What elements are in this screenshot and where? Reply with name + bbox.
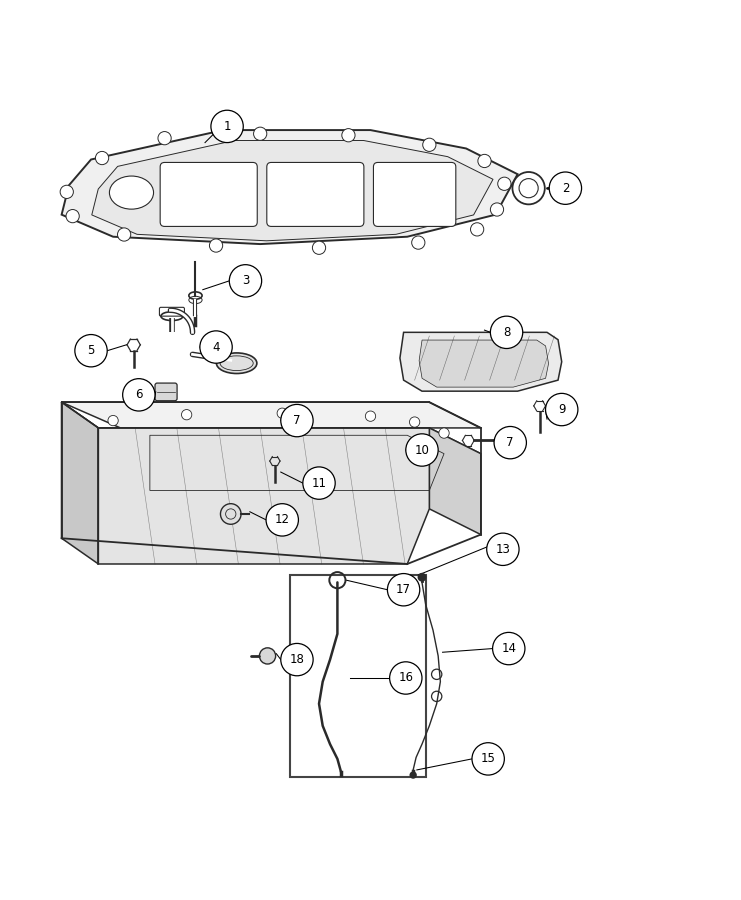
Circle shape bbox=[491, 316, 522, 348]
Polygon shape bbox=[429, 428, 481, 535]
Circle shape bbox=[303, 467, 335, 500]
Text: 8: 8 bbox=[503, 326, 511, 338]
Circle shape bbox=[158, 131, 171, 145]
Circle shape bbox=[513, 172, 545, 204]
Text: 17: 17 bbox=[396, 583, 411, 596]
Circle shape bbox=[342, 129, 355, 142]
Circle shape bbox=[549, 172, 582, 204]
Circle shape bbox=[277, 408, 288, 418]
Text: 12: 12 bbox=[275, 513, 290, 526]
Circle shape bbox=[365, 411, 376, 421]
Circle shape bbox=[60, 185, 73, 199]
Circle shape bbox=[390, 662, 422, 694]
Text: 11: 11 bbox=[311, 477, 327, 490]
Circle shape bbox=[494, 427, 526, 459]
Circle shape bbox=[75, 335, 107, 367]
FancyBboxPatch shape bbox=[267, 162, 364, 227]
Text: 15: 15 bbox=[481, 752, 496, 765]
Circle shape bbox=[471, 222, 484, 236]
FancyBboxPatch shape bbox=[160, 162, 257, 227]
Ellipse shape bbox=[216, 353, 257, 374]
Polygon shape bbox=[99, 428, 429, 564]
Ellipse shape bbox=[110, 176, 153, 209]
Circle shape bbox=[253, 127, 267, 140]
Text: 7: 7 bbox=[507, 436, 514, 449]
Polygon shape bbox=[62, 402, 99, 556]
FancyBboxPatch shape bbox=[373, 162, 456, 227]
Text: 5: 5 bbox=[87, 344, 95, 357]
Polygon shape bbox=[99, 428, 481, 454]
Circle shape bbox=[487, 533, 519, 565]
Circle shape bbox=[406, 434, 438, 466]
Text: 16: 16 bbox=[399, 671, 413, 685]
Circle shape bbox=[478, 155, 491, 167]
Circle shape bbox=[422, 139, 436, 151]
Circle shape bbox=[491, 202, 504, 216]
Bar bbox=[290, 575, 425, 778]
Circle shape bbox=[259, 648, 276, 664]
Circle shape bbox=[498, 177, 511, 191]
Circle shape bbox=[66, 210, 79, 222]
Text: 1: 1 bbox=[223, 120, 231, 133]
Text: 18: 18 bbox=[290, 653, 305, 666]
Circle shape bbox=[418, 572, 426, 581]
Circle shape bbox=[118, 228, 130, 241]
Circle shape bbox=[281, 644, 313, 676]
Circle shape bbox=[221, 504, 241, 525]
Circle shape bbox=[182, 410, 192, 419]
Circle shape bbox=[200, 331, 232, 364]
Text: 4: 4 bbox=[213, 340, 220, 354]
Circle shape bbox=[313, 241, 325, 255]
Circle shape bbox=[472, 742, 505, 775]
Circle shape bbox=[281, 404, 313, 436]
Text: 13: 13 bbox=[496, 543, 511, 556]
Circle shape bbox=[412, 236, 425, 249]
Circle shape bbox=[229, 265, 262, 297]
Circle shape bbox=[211, 110, 243, 142]
Circle shape bbox=[96, 151, 109, 165]
Circle shape bbox=[108, 416, 119, 426]
Circle shape bbox=[123, 379, 155, 411]
Circle shape bbox=[388, 573, 419, 606]
Text: 6: 6 bbox=[135, 388, 142, 401]
Text: 2: 2 bbox=[562, 182, 569, 194]
Polygon shape bbox=[62, 130, 518, 244]
Polygon shape bbox=[92, 140, 493, 241]
Circle shape bbox=[545, 393, 578, 426]
Text: 10: 10 bbox=[414, 444, 430, 456]
Circle shape bbox=[410, 417, 419, 428]
Circle shape bbox=[266, 504, 299, 536]
Circle shape bbox=[439, 428, 449, 438]
Circle shape bbox=[410, 771, 417, 778]
Circle shape bbox=[210, 238, 223, 252]
Polygon shape bbox=[419, 340, 548, 387]
Polygon shape bbox=[400, 332, 562, 392]
Polygon shape bbox=[62, 402, 99, 564]
Text: 3: 3 bbox=[242, 274, 249, 287]
Text: 9: 9 bbox=[558, 403, 565, 416]
Text: 14: 14 bbox=[501, 642, 516, 655]
FancyBboxPatch shape bbox=[155, 383, 177, 400]
Polygon shape bbox=[62, 402, 481, 428]
Text: 7: 7 bbox=[293, 414, 301, 427]
Circle shape bbox=[493, 633, 525, 665]
